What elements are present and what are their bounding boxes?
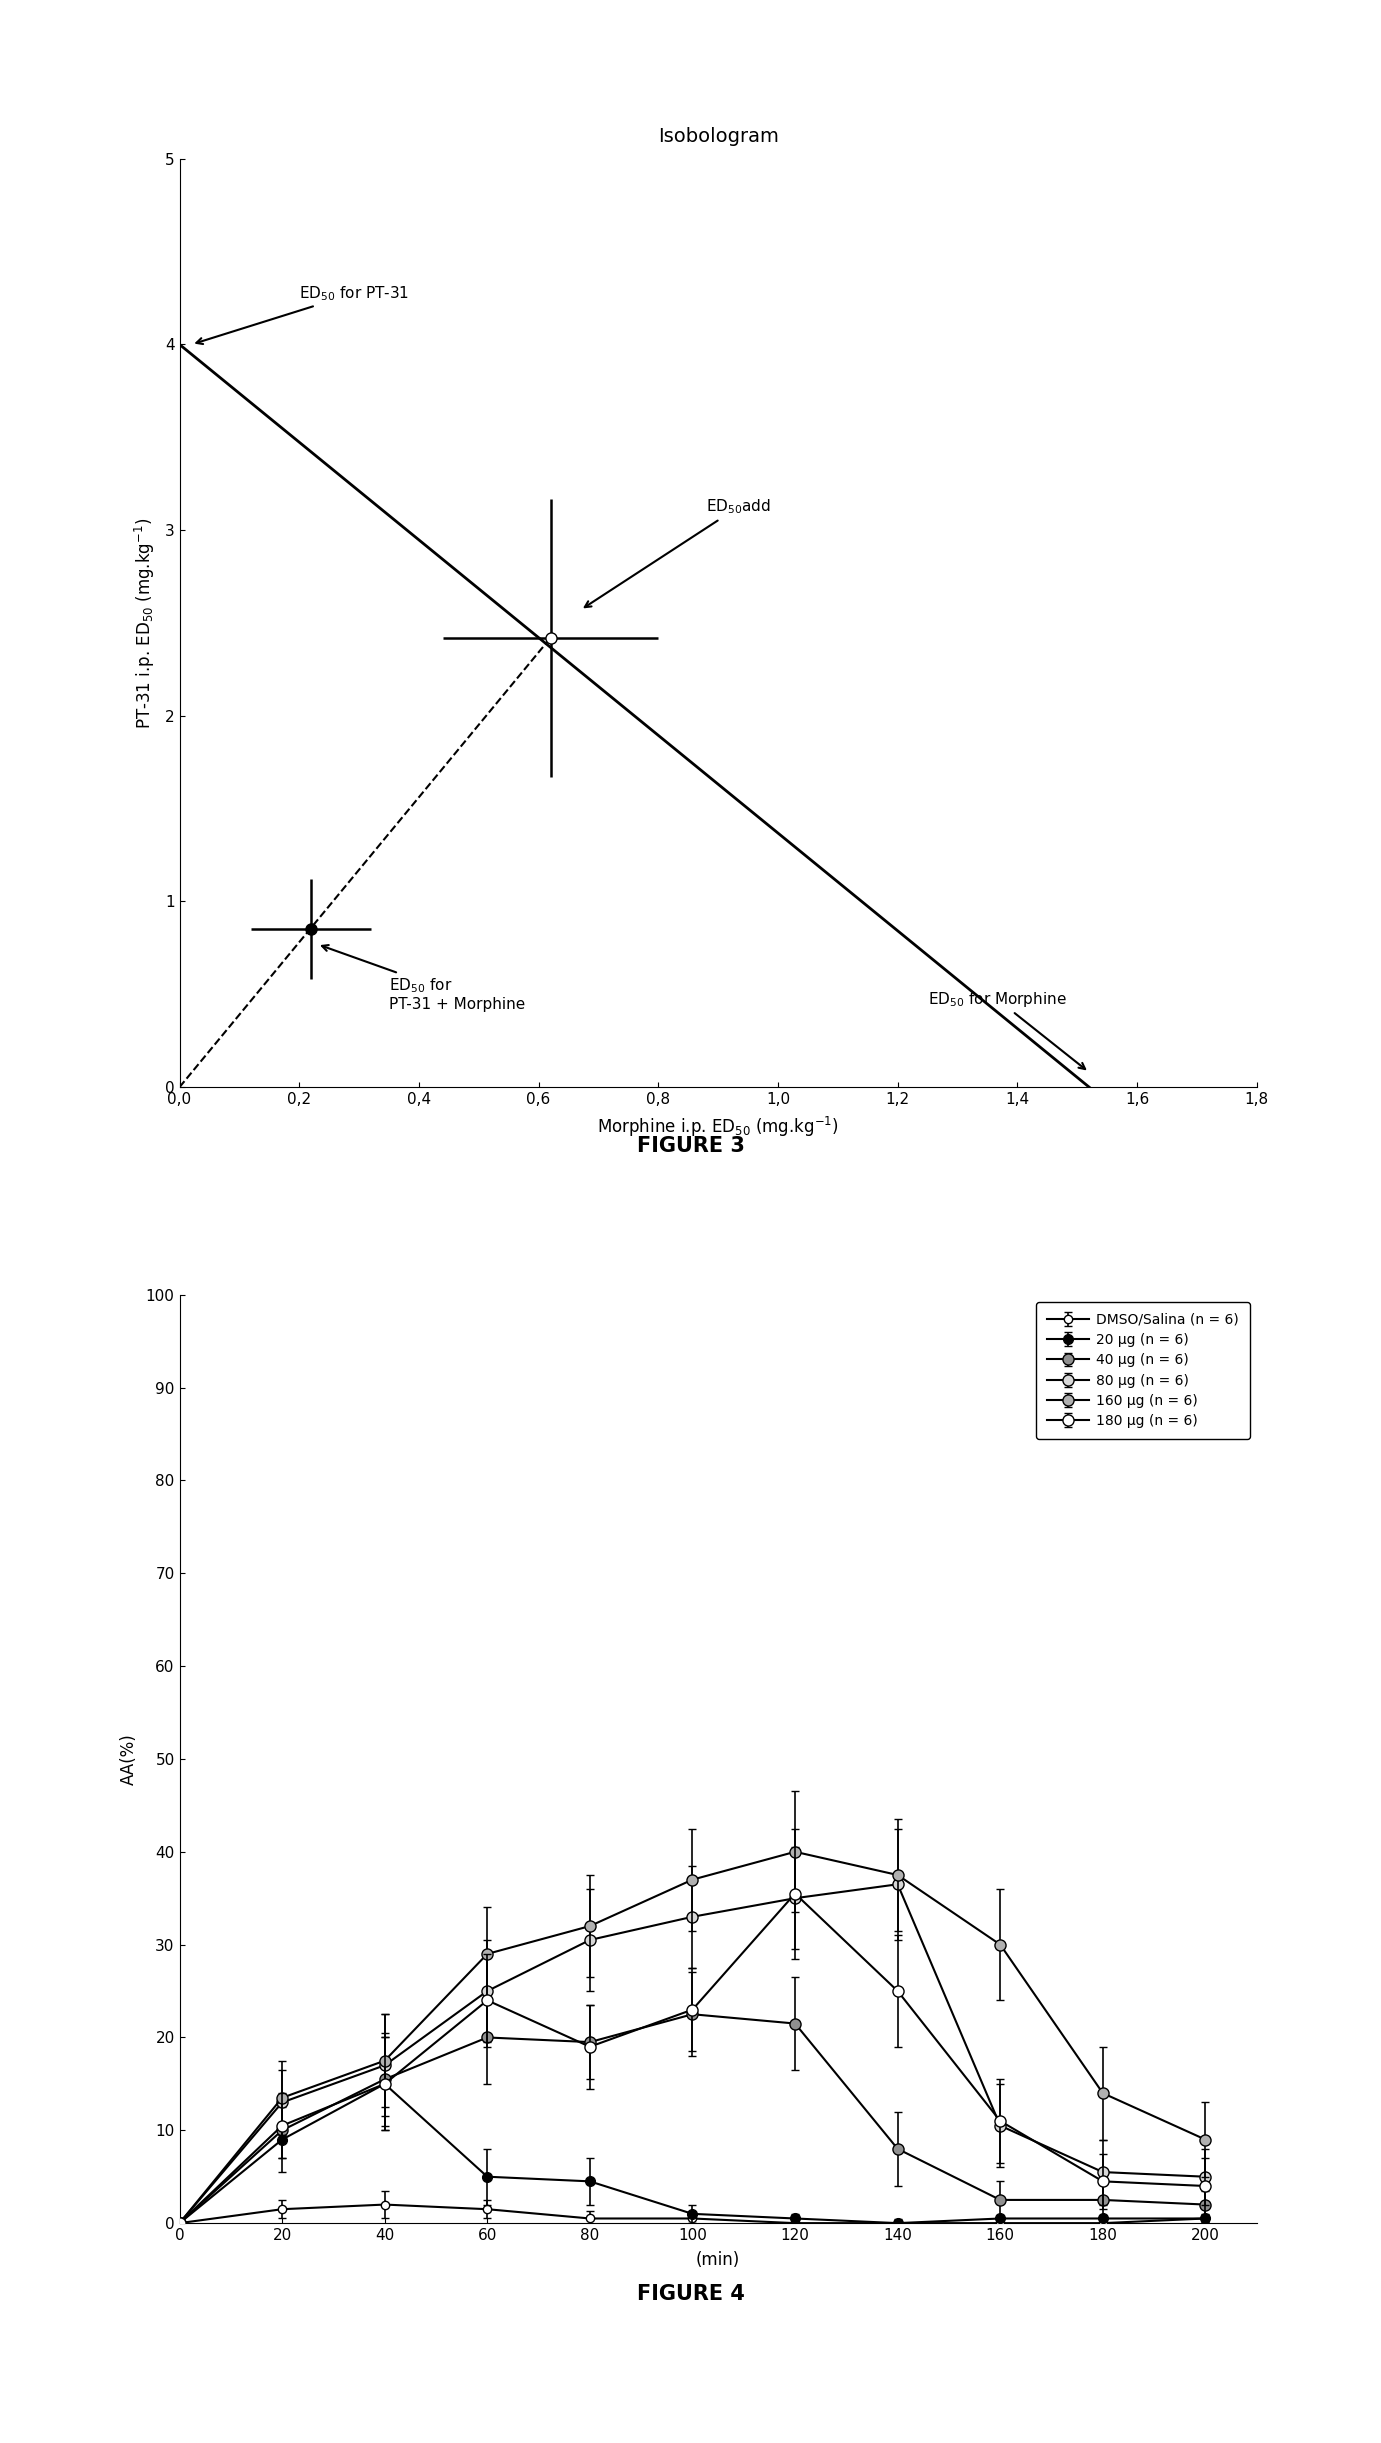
Title: Isobologram: Isobologram bbox=[657, 127, 779, 147]
Text: ED$_{50}$ for Morphine: ED$_{50}$ for Morphine bbox=[928, 989, 1085, 1070]
Y-axis label: AA(%): AA(%) bbox=[120, 1732, 138, 1786]
Text: ED$_{50}$ for PT-31: ED$_{50}$ for PT-31 bbox=[196, 283, 409, 344]
Y-axis label: PT-31 i.p. ED$_{50}$ (mg.kg$^{-1}$): PT-31 i.p. ED$_{50}$ (mg.kg$^{-1}$) bbox=[133, 518, 156, 728]
Text: FIGURE 4: FIGURE 4 bbox=[637, 2284, 744, 2304]
X-axis label: Morphine i.p. ED$_{50}$ (mg.kg$^{-1}$): Morphine i.p. ED$_{50}$ (mg.kg$^{-1}$) bbox=[597, 1116, 840, 1138]
Text: ED$_{50}$add: ED$_{50}$add bbox=[584, 498, 771, 608]
Text: FIGURE 3: FIGURE 3 bbox=[637, 1136, 744, 1156]
Legend: DMSO/Salina (n = 6), 20 μg (n = 6), 40 μg (n = 6), 80 μg (n = 6), 160 μg (n = 6): DMSO/Salina (n = 6), 20 μg (n = 6), 40 μ… bbox=[1036, 1302, 1250, 1439]
Text: ED$_{50}$ for
PT-31 + Morphine: ED$_{50}$ for PT-31 + Morphine bbox=[322, 945, 525, 1011]
X-axis label: (min): (min) bbox=[696, 2252, 740, 2270]
